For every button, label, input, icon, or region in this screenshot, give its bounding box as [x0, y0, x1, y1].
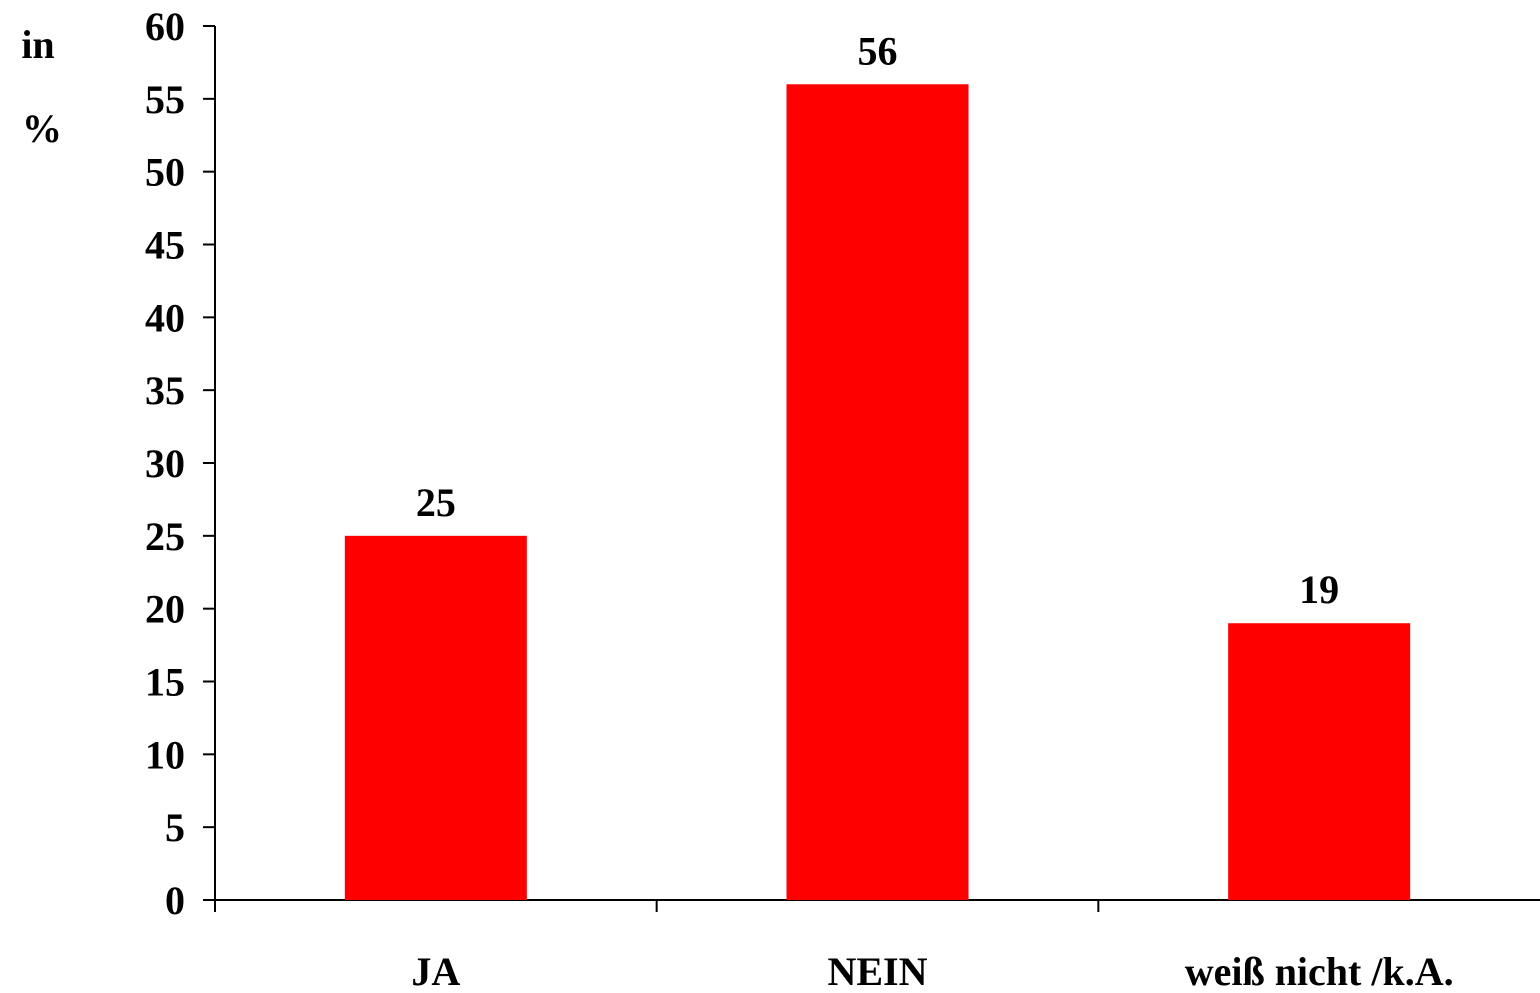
y-tick-label: 0 [165, 878, 185, 923]
y-tick-label: 35 [145, 368, 185, 413]
y-tick-label: 20 [145, 587, 185, 632]
bar-value-label: 19 [1299, 567, 1339, 612]
x-tick-label: NEIN [827, 949, 927, 988]
y-tick-label: 25 [145, 514, 185, 559]
y-tick-label: 45 [145, 223, 185, 268]
bar [1228, 623, 1411, 900]
y-tick-label: 40 [145, 295, 185, 340]
bar-value-label: 25 [416, 480, 456, 525]
y-tick-label: 10 [145, 732, 185, 777]
y-tick-label: 5 [165, 805, 185, 850]
bar-value-label: 56 [858, 28, 898, 73]
y-axis: 0 5 10 15 20 25 30 35 40 45 50 55 60 [145, 4, 216, 923]
y-tick-label: 60 [145, 4, 185, 49]
y-tick-label: 15 [145, 660, 185, 705]
y-axis-label-line-2: % [22, 106, 62, 151]
bar [344, 535, 527, 900]
y-tick-label: 30 [145, 441, 185, 486]
y-axis-label: in % [21, 22, 62, 151]
y-tick-label: 55 [145, 77, 185, 122]
y-axis-label-line-1: in [21, 22, 54, 67]
y-tick-label: 50 [145, 150, 185, 195]
bars [344, 84, 1411, 901]
bar [786, 84, 969, 901]
data-labels: 25 56 19 [416, 28, 1339, 612]
x-tick-label: weiß nicht /k.A. [1185, 949, 1454, 988]
x-tick-label: JA [411, 949, 460, 988]
x-axis: JA NEIN weiß nicht /k.A. [214, 899, 1540, 993]
